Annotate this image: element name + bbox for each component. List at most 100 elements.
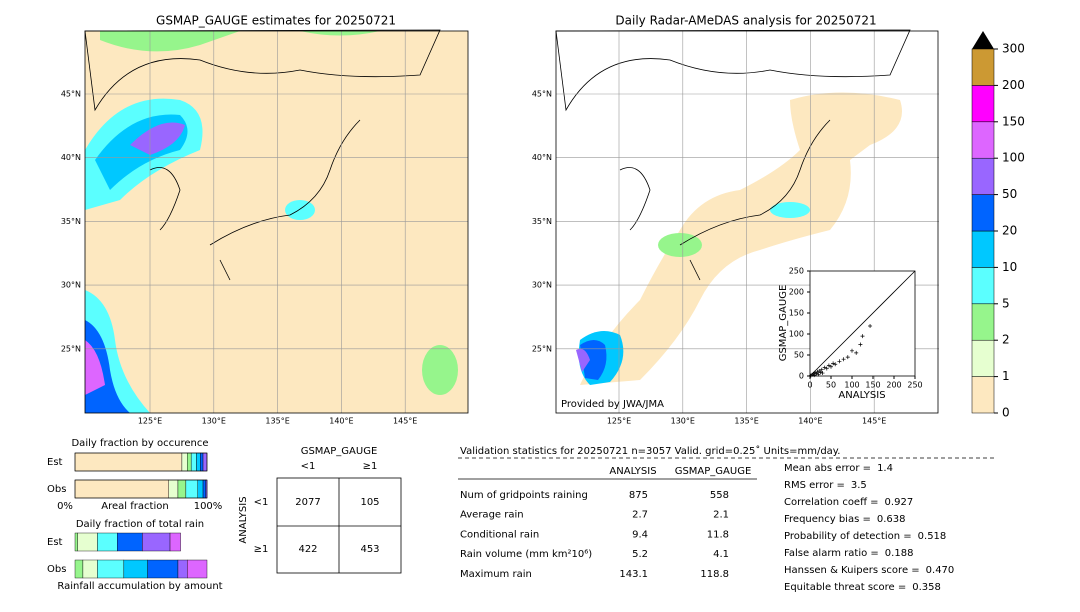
fraction-segment: [196, 452, 201, 472]
scatter-point: [854, 350, 859, 355]
stat-value: 4.1: [713, 549, 729, 560]
map-frame: [84, 30, 469, 414]
stat-value: 558: [710, 490, 729, 501]
colorbar-label: 0: [1002, 406, 1010, 420]
colorbar-label: 150: [1002, 114, 1025, 128]
left-map: 45°N 40°N 35°N 30°N 25°N 125°E 130°E 135°E 140°E…: [61, 14, 469, 426]
rain-area: [100, 31, 380, 52]
y-tick-label: 100: [789, 330, 804, 339]
fraction-segment: [185, 479, 198, 499]
score-value: 0.358: [912, 582, 941, 593]
colorbar-segment: [971, 157, 995, 195]
row-label: ≥1: [254, 544, 269, 555]
score-value: 0.470: [926, 565, 955, 576]
x-tick-label: 100%: [194, 501, 223, 512]
lon-label: 140°E: [329, 417, 353, 426]
scatter-point: [829, 364, 833, 369]
score-label: Frequency bias =: [784, 514, 871, 525]
panel-title: Daily fraction of total rain: [76, 519, 204, 530]
scatter-point: [818, 370, 823, 375]
lon-label: 145°E: [393, 417, 417, 426]
colorbar-label: 200: [1002, 78, 1025, 92]
right-map: 45°N 40°N 35°N 30°N 25°N 125°E 130°E 135°E 140°E…: [532, 14, 939, 426]
row-header: ANALYSIS: [238, 496, 249, 543]
y-tick-label: 50: [794, 351, 804, 360]
column-header: ANALYSIS: [609, 466, 656, 477]
rain-area: [580, 340, 607, 380]
scatter-point: [860, 334, 865, 339]
score-value: 0.638: [877, 514, 906, 525]
y-tick-label: 0: [799, 372, 804, 381]
lat-label: 35°N: [61, 217, 81, 226]
fraction-segment: [202, 479, 206, 499]
lon-label: 130°E: [671, 417, 695, 426]
stat-value: 118.8: [700, 569, 729, 580]
rain-area: [285, 200, 315, 220]
stat-value: 5.2: [632, 549, 648, 560]
lat-label: 35°N: [532, 217, 552, 226]
score-value: 0.927: [885, 497, 914, 508]
fraction-segment: [169, 532, 181, 552]
lat-label: 25°N: [532, 344, 552, 353]
y-tick-label: 200: [789, 288, 804, 297]
score-label: Correlation coeff =: [784, 497, 879, 508]
scatter-point: [826, 363, 831, 368]
stat-label: Conditional rain: [460, 529, 539, 540]
x-axis-label: ANALYSIS: [838, 390, 885, 401]
colorbar-label: 50: [1002, 187, 1017, 201]
x-tick-label: 250: [907, 381, 922, 390]
axis-label: Rainfall accumulation by amount: [57, 581, 222, 592]
x-tick-label: 200: [886, 381, 901, 390]
x-tick-label: 0: [807, 381, 812, 390]
scatter-point: [841, 357, 846, 362]
stat-value: 2.1: [713, 510, 729, 521]
fraction-segment: [181, 452, 188, 472]
colorbar-segment: [971, 194, 995, 232]
scatter-point: [845, 355, 850, 360]
credit: Provided by JWA/JMA: [561, 399, 664, 410]
scatter-point: [816, 372, 821, 377]
stat-label: Rain volume (mm km²10⁶): [460, 549, 592, 560]
colorbar-label: 2: [1002, 333, 1010, 347]
scatter-point: [850, 348, 854, 353]
table-cell: 422: [298, 544, 317, 555]
colorbar-segment: [971, 303, 995, 341]
score-value: 3.5: [851, 480, 867, 491]
coastline: [555, 29, 911, 112]
fraction-segment: [142, 532, 171, 552]
colorbar-label: 5: [1002, 296, 1010, 310]
fraction-segment: [177, 559, 188, 579]
colorbar-label: 10: [1002, 260, 1017, 274]
y-tick-label: 150: [789, 309, 804, 318]
score-value: 0.518: [918, 531, 947, 542]
rain-area: [422, 345, 458, 395]
stat-label: Maximum rain: [460, 569, 532, 580]
lon-label: 140°E: [798, 417, 822, 426]
stat-value: 2.7: [632, 510, 648, 521]
colorbar-label: 20: [1002, 224, 1017, 238]
fraction-segment: [74, 532, 78, 552]
fraction-segment: [197, 479, 204, 499]
score-label: Equitable threat score =: [784, 582, 906, 593]
score-label: Probability of detection =: [784, 531, 912, 542]
lon-label: 135°E: [265, 417, 289, 426]
table-cell: 105: [360, 497, 379, 508]
fraction-segment: [117, 532, 143, 552]
scatter-point: [812, 373, 817, 378]
fraction-segment: [147, 559, 179, 579]
fraction-segment: [77, 532, 98, 552]
y-axis-label: GSMAP_GAUGE: [778, 285, 789, 362]
stat-value: 9.4: [632, 529, 648, 540]
row-label: Obs: [47, 564, 66, 575]
map-title: Daily Radar-AMeDAS analysis for 20250721: [615, 14, 876, 28]
col-label: <1: [301, 461, 316, 472]
x-tick-label: 0%: [57, 501, 73, 512]
colorbar-segment: [971, 230, 995, 268]
colorbar-label: 300: [1002, 42, 1025, 56]
rain-area: [85, 320, 130, 413]
colorbar-extend: [972, 31, 994, 49]
lat-label: 45°N: [61, 90, 81, 99]
lat-label: 40°N: [532, 153, 552, 162]
